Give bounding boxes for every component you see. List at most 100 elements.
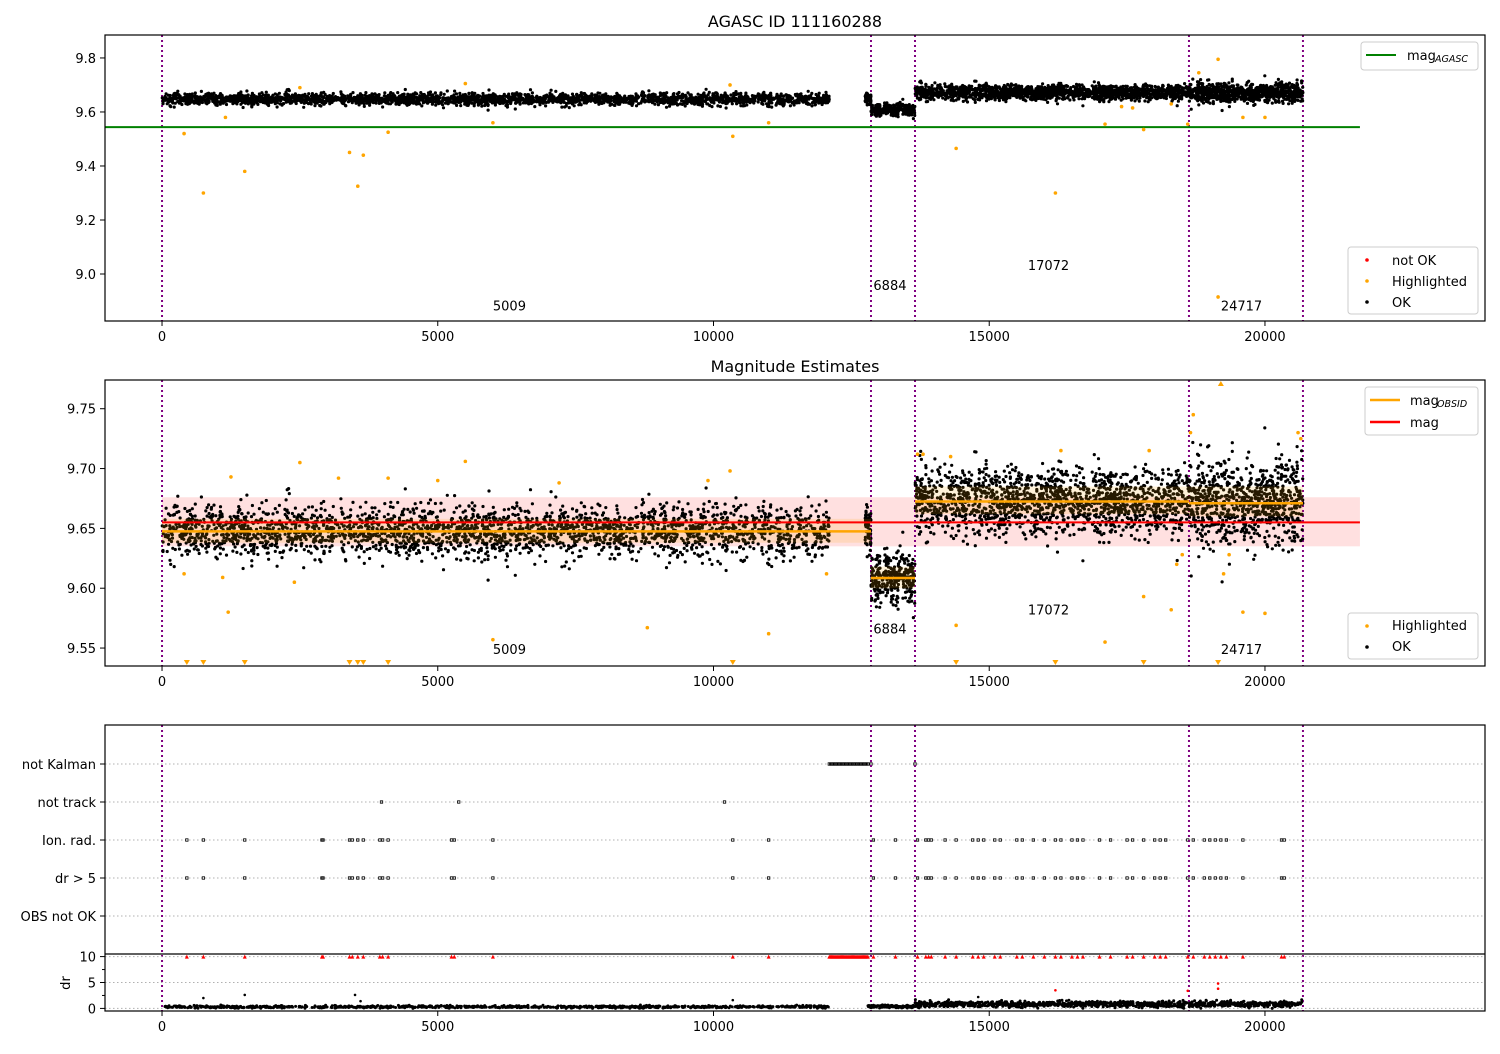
top-ok-point [1067,91,1070,94]
top-ok-point [826,96,829,99]
top-ok-point [640,92,643,95]
top-ok-point [757,92,760,95]
top-ok-point [610,95,613,98]
top-ok-point [653,103,656,106]
top-ok-point [639,101,642,104]
top-ok-point [1075,83,1078,86]
top-ok-point [196,95,199,98]
top-ok-point [529,88,532,91]
top-ok-point [236,100,239,103]
top-ok-point [494,95,497,98]
top-ok-point [1127,93,1130,96]
top-ok-point [339,90,342,93]
top-ok-point [700,99,703,102]
top-ok-point [1026,89,1029,92]
top-ok-point [468,95,471,98]
top-ok-point [536,96,539,99]
top-ok-point [210,94,213,97]
top-ok-point [314,96,317,99]
top-ok-point [704,94,707,97]
top-ok-point [532,100,535,103]
top-ok-point [987,98,990,101]
top-ok-point [396,101,399,104]
top-ok-point [271,94,274,97]
top-ok-point [819,97,822,100]
top-ok-point [264,94,267,97]
top-ok-point [1133,99,1136,102]
top-ok-point [295,98,298,101]
top-ok-point [343,98,346,101]
top-ok-point [249,100,252,103]
top-ok-point [522,101,525,104]
top-ok-point [924,83,927,86]
top-ok-point [502,101,505,104]
top-ok-point [653,99,656,102]
top-ok-point [310,95,313,98]
top-ok-point [1094,86,1097,89]
top-ok-point [729,93,732,96]
top-ok-point [531,91,534,94]
top-ok-point [625,97,628,100]
top-ok-point [782,101,785,104]
top-ok-point [601,100,604,103]
top-ok-point [1183,82,1186,85]
middle-chart-title: Magnitude Estimates [711,357,880,376]
top-ok-point [376,98,379,101]
top-ok-point [770,106,773,109]
top-ok-point [913,114,916,117]
top-ok-point [300,100,303,103]
top-ok-point [487,109,490,112]
top-ok-point [514,102,517,105]
top-ok-point [232,99,235,102]
top-ok-point [215,100,218,103]
top-ok-point [452,98,455,101]
top-ok-point [1133,86,1136,89]
top-ok-point [409,99,412,102]
top-ok-point [1164,89,1167,92]
top-ok-point [1117,87,1120,90]
top-ok-point [1175,85,1178,88]
top-ok-point [1098,87,1101,90]
top-ok-point [303,99,306,102]
top-ok-point [916,97,919,100]
top-ok-point [1174,93,1177,96]
top-ok-point [288,95,291,98]
top-ok-point [1092,91,1095,94]
top-ok-point [789,104,792,107]
top-ok-point [279,99,282,102]
top-ok-point [1066,96,1069,99]
top-ok-point [767,105,770,108]
top-ok-point [950,83,953,86]
top-ok-point [925,96,928,99]
top-ok-point [238,93,241,96]
top-ok-point [801,95,804,98]
top-ok-point [1059,82,1062,85]
top-ok-point [545,94,548,97]
top-ok-point [500,95,503,98]
top-ok-point [252,96,255,99]
top-ok-point [387,102,390,105]
top-ok-point [983,89,986,92]
top-ok-point [811,101,814,104]
top-ok-point [815,93,818,96]
top-ok-point [257,95,260,98]
top-ok-point [435,100,438,103]
top-ok-point [618,103,621,106]
top-ok-point [173,106,176,109]
top-ok-point [503,98,506,101]
top-ok-point [974,101,977,104]
top-ok-point [176,90,179,93]
top-ok-point [798,95,801,98]
top-ok-point [1145,96,1148,99]
top-ok-point [1150,86,1153,89]
top-ok-point [602,96,605,99]
top-ok-point [890,106,893,109]
top-ok-point [1041,93,1044,96]
top-ok-point [914,92,917,95]
top-ok-point [349,97,352,100]
top-ok-point [933,92,936,95]
top-ok-point [173,94,176,97]
top-ok-point [876,104,879,107]
top-ok-point [1072,98,1075,101]
top-ok-point [989,90,992,93]
